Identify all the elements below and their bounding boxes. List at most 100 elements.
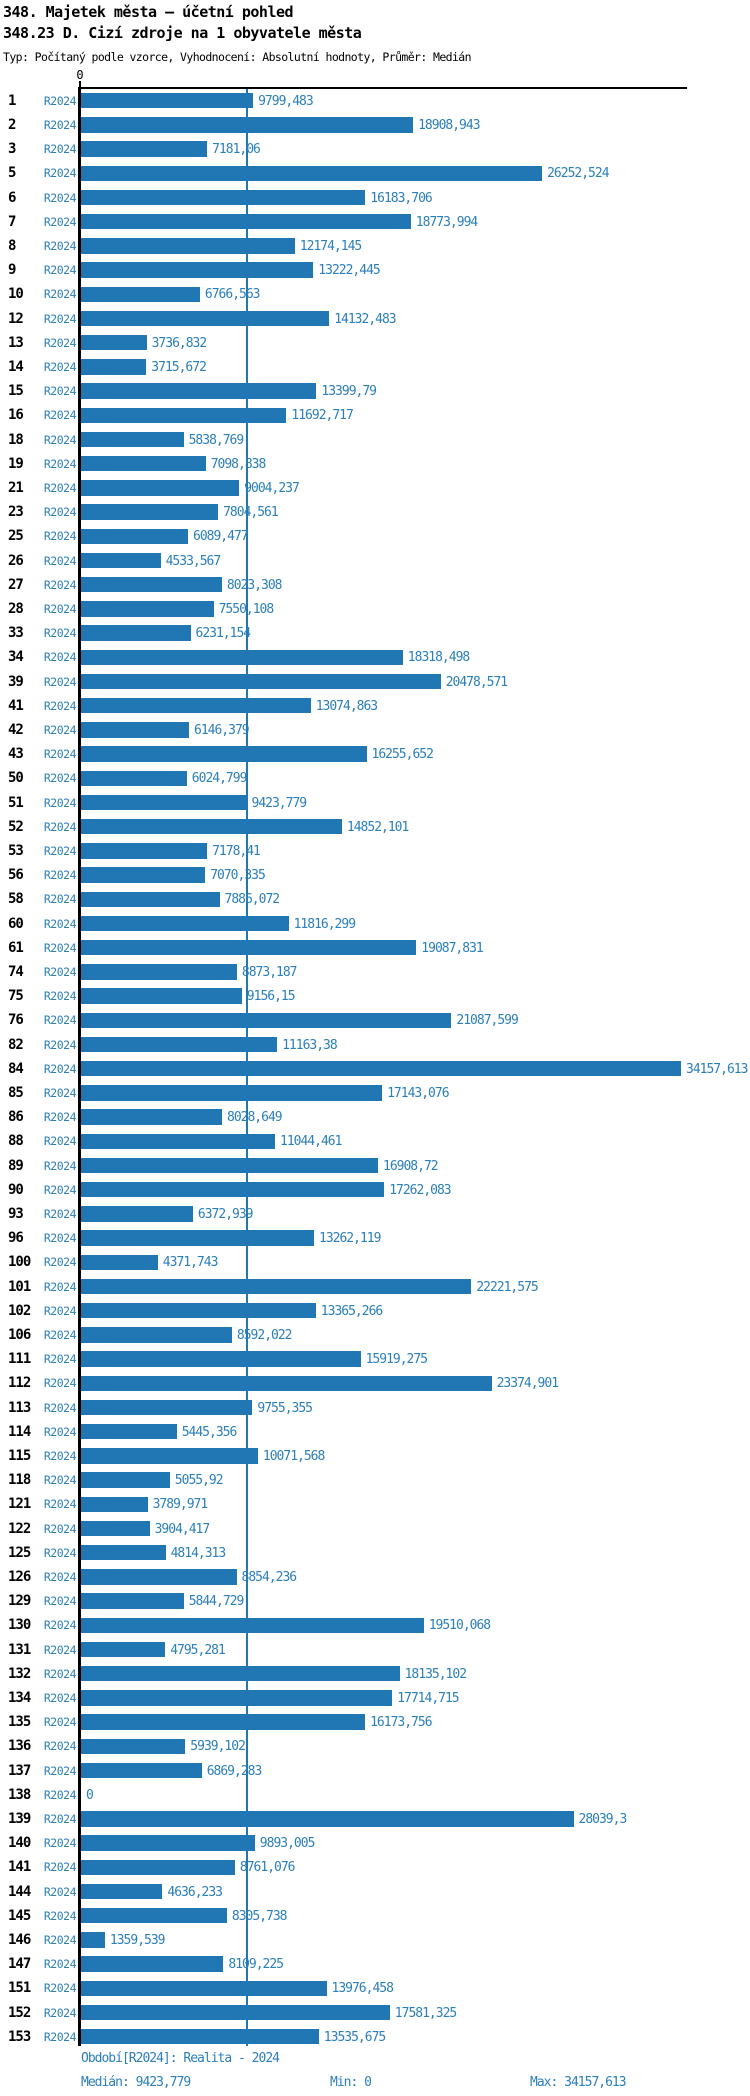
series-label: R2024: [43, 408, 77, 423]
bar-value-label: 9156,15: [246, 989, 296, 1005]
bar: [81, 939, 417, 956]
row-number: 56: [8, 867, 24, 884]
bar: [81, 891, 220, 907]
bar: [81, 431, 184, 448]
series-label: R2024: [43, 1715, 77, 1730]
bar-value-label: 16908,72: [383, 1158, 439, 1174]
row-number: 115: [8, 1447, 31, 1464]
series-label: R2024: [43, 1303, 77, 1318]
series-label: R2024: [43, 93, 77, 108]
bar: [81, 141, 208, 157]
chart-meta: Typ: Počítaný podle vzorce, Vyhodnocení:…: [3, 50, 472, 64]
chart-row: 27 R2024 8023,308: [0, 573, 750, 597]
row-number: 8: [8, 237, 17, 254]
series-label: R2024: [43, 335, 77, 350]
chart-row: 53 R2024 7178,41: [0, 839, 750, 863]
chart-row: 1 R2024 9799,483: [0, 89, 750, 113]
bar: [81, 1448, 258, 1464]
series-label: R2024: [43, 1497, 77, 1512]
bar: [81, 359, 147, 375]
series-label: R2024: [43, 819, 77, 834]
series-label: R2024: [43, 2029, 77, 2044]
series-label: R2024: [43, 916, 77, 931]
series-label: R2024: [43, 1739, 77, 1754]
bar-value-label: 3715,672: [151, 359, 207, 375]
series-label: R2024: [43, 1473, 77, 1488]
row-number: 121: [8, 1496, 31, 1513]
row-number: 26: [8, 552, 24, 569]
chart-row: 60 R2024 11816,299: [0, 912, 750, 936]
chart-row: 84 R2024 34157,613: [0, 1057, 750, 1081]
bar: [81, 1883, 163, 1900]
series-label: R2024: [43, 1594, 77, 1609]
bar-value-label: 7804,561: [223, 505, 279, 521]
row-number: 153: [8, 2028, 31, 2045]
row-number: 140: [8, 1835, 31, 1852]
bar: [81, 1520, 150, 1537]
bar: [81, 480, 240, 496]
bar: [81, 1932, 105, 1948]
series-label: R2024: [43, 529, 77, 544]
series-label: R2024: [43, 1134, 77, 1149]
chart-row: 13 R2024 3736,832: [0, 331, 750, 355]
series-label: R2024: [43, 1013, 77, 1028]
bar: [81, 1665, 400, 1682]
bar: [81, 528, 188, 544]
chart-row: 42 R2024 6146,379: [0, 718, 750, 742]
bar-value-label: 17262,083: [389, 1182, 451, 1198]
chart-row: 28 R2024 7550,108: [0, 597, 750, 621]
row-number: 2: [8, 116, 17, 133]
bar-value-label: 4371,743: [162, 1255, 219, 1271]
bar-value-label: 7181,06: [212, 142, 261, 158]
series-label: R2024: [43, 1860, 77, 1875]
bar: [81, 1302, 316, 1319]
row-number: 33: [8, 625, 24, 642]
chart-row: 93 R2024 6372,939: [0, 1202, 750, 1226]
chart-row: 151 R2024 13976,458: [0, 1976, 750, 2000]
bar-value-label: 11816,299: [293, 916, 356, 932]
chart-row: 134 R2024 17714,715: [0, 1686, 750, 1710]
row-number: 41: [8, 697, 24, 714]
row-number: 42: [8, 721, 24, 738]
bar-value-label: 11163,38: [282, 1037, 338, 1053]
row-number: 129: [8, 1593, 31, 1610]
bar-value-label: 16183,706: [370, 190, 432, 206]
bar: [81, 1109, 222, 1125]
bar-value-label: 3736,832: [151, 335, 208, 351]
bar: [81, 818, 342, 835]
bar-value-label: 5838,769: [188, 432, 245, 448]
bar: [81, 1569, 237, 1585]
bar: [81, 1544, 166, 1561]
row-number: 139: [8, 1810, 31, 1827]
bar: [81, 92, 254, 109]
bar-value-label: 13262,119: [319, 1231, 381, 1247]
chart-row: 26 R2024 4533,567: [0, 549, 750, 573]
row-number: 130: [8, 1617, 31, 1634]
chart-row: 7 R2024 18773,994: [0, 210, 750, 234]
series-label: R2024: [43, 1352, 77, 1367]
row-number: 137: [8, 1762, 31, 1779]
chart-row: 106 R2024 8592,022: [0, 1323, 750, 1347]
series-label: R2024: [43, 843, 77, 858]
chart-row: 43 R2024 16255,652: [0, 742, 750, 766]
bar: [81, 625, 191, 641]
row-number: 74: [8, 963, 24, 980]
bar-value-label: 6146,379: [194, 722, 250, 738]
bar: [81, 1593, 184, 1609]
row-number: 152: [8, 2004, 31, 2021]
x-axis-line: [78, 87, 687, 89]
chart-row: 113 R2024 9755,355: [0, 1396, 750, 1420]
row-number: 82: [8, 1036, 24, 1053]
bar: [81, 1012, 452, 1028]
bar: [81, 915, 289, 932]
chart-row: 58 R2024 7886,072: [0, 887, 750, 911]
chart-row: 75 R2024 9156,15: [0, 984, 750, 1008]
series-label: R2024: [43, 1424, 77, 1439]
series-label: R2024: [43, 1521, 77, 1536]
row-number: 3: [8, 141, 17, 158]
series-label: R2024: [43, 1666, 77, 1681]
bar: [81, 165, 543, 181]
chart-row: 144 R2024 4636,233: [0, 1880, 750, 1904]
row-number: 106: [8, 1326, 31, 1343]
